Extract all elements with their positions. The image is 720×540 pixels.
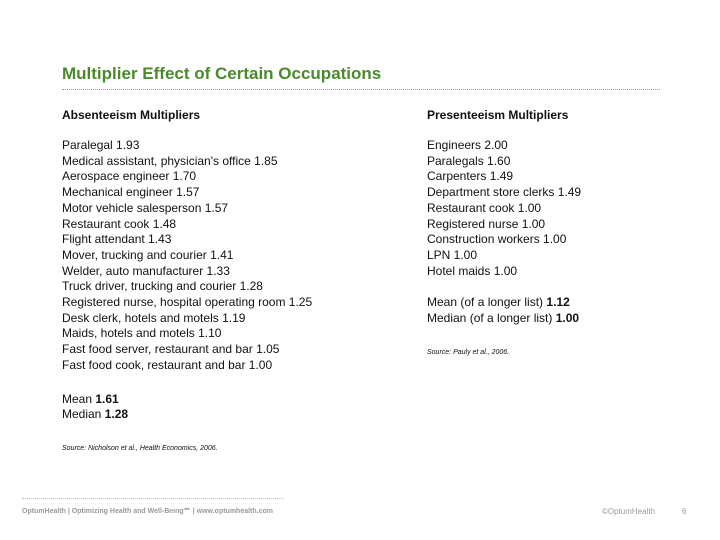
list-item: Construction workers 1.00 [427, 232, 567, 247]
median-value: 1.00 [555, 311, 580, 326]
presenteeism-source: Source: Pauly et al., 2006. [427, 348, 510, 356]
list-item: Flight attendant 1.43 [62, 232, 172, 247]
list-item: Engineers 2.00 [427, 138, 508, 152]
footer-text: OptumHealth | Optimizing Health and Well… [22, 508, 274, 515]
absenteeism-stats: Mean 1.61 Median 1.28 [62, 392, 392, 423]
presenteeism-list: Engineers 2.00 Paralegals 1.60 Carpenter… [427, 138, 687, 279]
list-item: Aerospace engineer 1.70 [62, 169, 197, 184]
list-item: LPN 1.00 [427, 247, 478, 262]
absenteeism-list: Paralegal 1.93 Medical assistant, physic… [62, 138, 392, 374]
absenteeism-column: Absenteeism Multipliers Paralegal 1.93 M… [62, 108, 392, 457]
absenteeism-mean: Mean 1.61 [62, 392, 392, 408]
title-divider [62, 89, 660, 90]
slide-title: Multiplier Effect of Certain Occupations [62, 64, 382, 83]
mean-label: Mean [62, 391, 93, 406]
mean-value: 1.61 [95, 391, 119, 406]
list-item: Carpenters 1.49 [427, 169, 514, 184]
list-item: Registered nurse 1.00 [427, 216, 546, 231]
absenteeism-source: Source: Nicholson et al., Health Economi… [62, 444, 218, 452]
median-value: 1.28 [104, 407, 129, 422]
list-item: Hotel maids 1.00 [427, 263, 518, 278]
list-item: Truck driver, trucking and courier 1.28 [62, 279, 263, 294]
list-item: Medical assistant, physician's office 1.… [62, 153, 278, 168]
mean-value: 1.12 [546, 295, 570, 310]
page-number: 6 [682, 507, 687, 516]
presenteeism-heading: Presenteeism Multipliers [427, 108, 569, 122]
presenteeism-column: Presenteeism Multipliers Engineers 2.00 … [427, 108, 687, 360]
list-item: Welder, auto manufacturer 1.33 [62, 263, 230, 278]
list-item: Mover, trucking and courier 1.41 [62, 247, 234, 262]
footer-logo: ©OptumHealth [602, 507, 656, 516]
list-item: Maids, hotels and motels 1.10 [62, 326, 222, 341]
presenteeism-mean: Mean (of a longer list) 1.12 [427, 295, 687, 311]
median-label: Median (of a longer list) [427, 311, 553, 326]
list-item: Motor vehicle salesperson 1.57 [62, 200, 229, 215]
list-item: Desk clerk, hotels and motels 1.19 [62, 310, 246, 325]
list-item: Paralegals 1.60 [427, 153, 511, 168]
list-item: Mechanical engineer 1.57 [62, 185, 200, 200]
list-item: Paralegal 1.93 [62, 138, 140, 152]
list-item: Registered nurse, hospital operating roo… [62, 295, 313, 310]
presenteeism-median: Median (of a longer list) 1.00 [427, 311, 687, 327]
list-item: Fast food server, restaurant and bar 1.0… [62, 342, 280, 357]
presenteeism-stats: Mean (of a longer list) 1.12 Median (of … [427, 295, 687, 326]
footer-divider [22, 498, 284, 499]
list-item: Department store clerks 1.49 [427, 185, 582, 200]
mean-label: Mean (of a longer list) [427, 295, 544, 310]
list-item: Fast food cook, restaurant and bar 1.00 [62, 357, 273, 372]
median-label: Median [62, 407, 102, 422]
absenteeism-median: Median 1.28 [62, 407, 392, 423]
absenteeism-heading: Absenteeism Multipliers [62, 108, 201, 122]
list-item: Restaurant cook 1.00 [427, 200, 542, 215]
list-item: Restaurant cook 1.48 [62, 216, 177, 231]
